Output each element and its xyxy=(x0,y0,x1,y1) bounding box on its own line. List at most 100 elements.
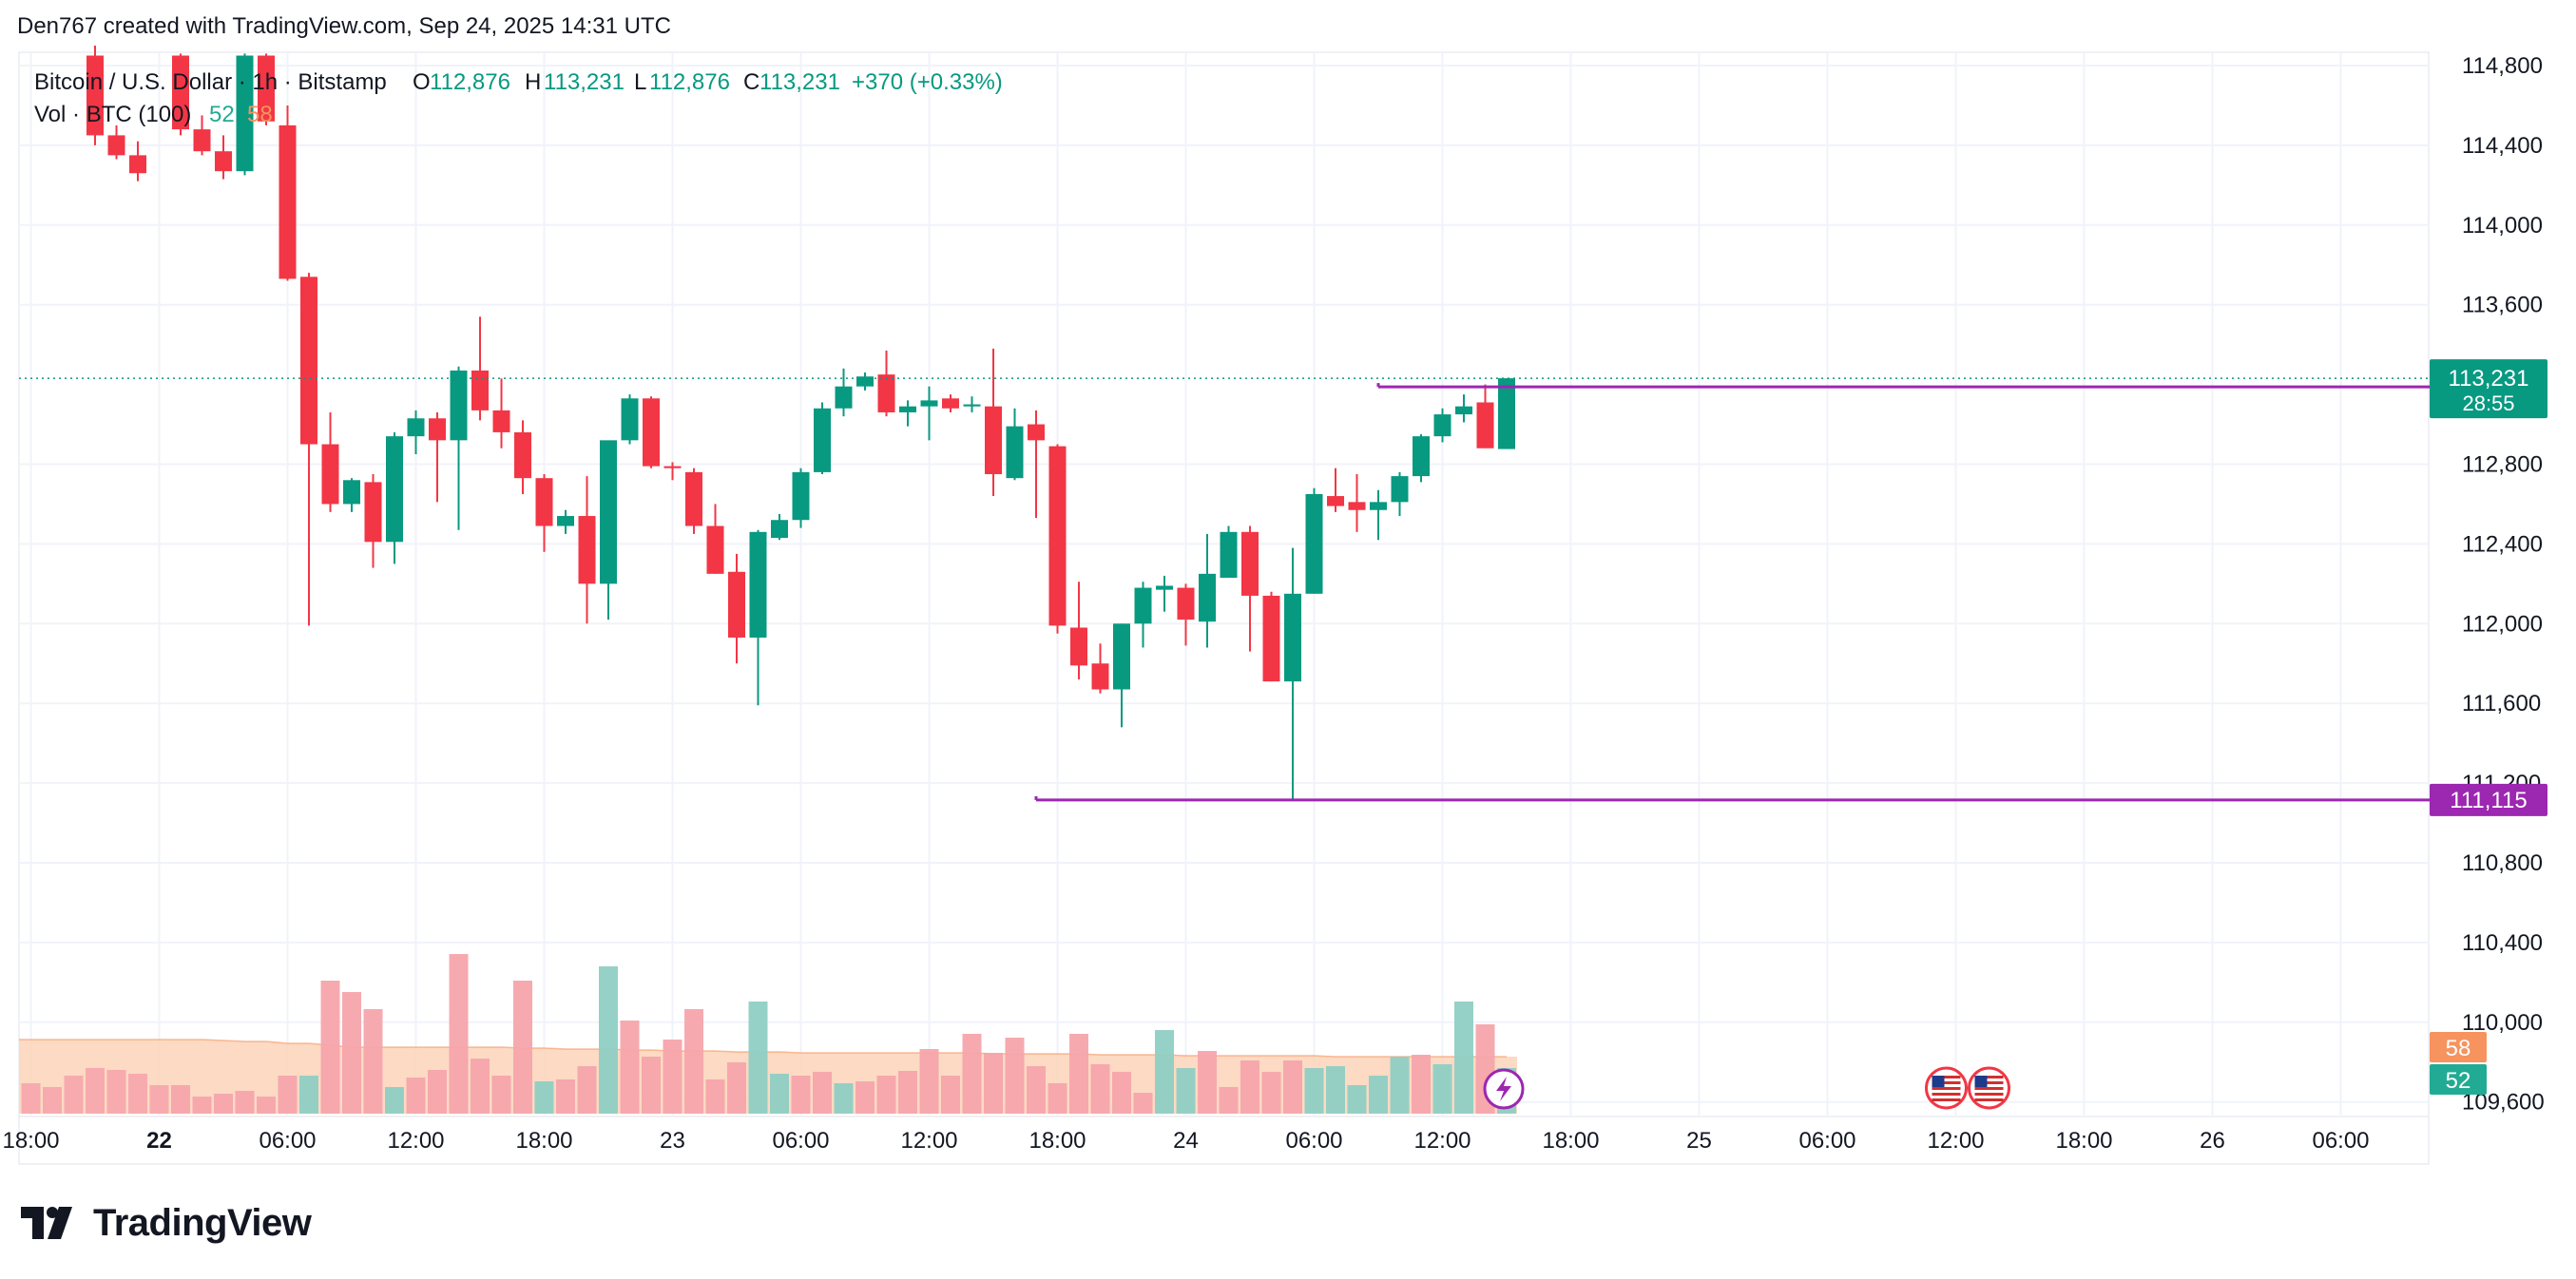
volume-bar xyxy=(1283,1060,1302,1114)
candle-body xyxy=(429,418,446,441)
tradingview-logo[interactable]: TradingView xyxy=(21,1201,312,1244)
volume-bar xyxy=(770,1074,789,1114)
volume-bar xyxy=(214,1094,233,1114)
candle-body xyxy=(321,444,339,505)
price-tick-label: 114,800 xyxy=(2462,53,2543,79)
time-tick-label: 12:00 xyxy=(1927,1128,1984,1154)
time-tick-label: 06:00 xyxy=(1798,1128,1855,1154)
candle-body xyxy=(771,520,788,539)
volume-bar xyxy=(278,1076,298,1114)
volume-bar xyxy=(1112,1072,1131,1114)
volume-bar xyxy=(1347,1085,1367,1114)
legend-close-label: C xyxy=(743,69,759,95)
candle-body xyxy=(1006,426,1024,479)
price-axis[interactable]: 114,800 114,400 114,000 113,600 112,800 112,4… xyxy=(2430,53,2547,1116)
volume-bar xyxy=(43,1087,62,1114)
candle-body xyxy=(856,376,874,387)
time-tick-label: 06:00 xyxy=(2312,1128,2369,1154)
volume-bar xyxy=(556,1079,575,1114)
price-line-label-bg xyxy=(2430,783,2547,816)
legend-high-value: 113,231 xyxy=(544,69,625,95)
candle-body xyxy=(1028,424,1045,441)
candle-body xyxy=(920,400,938,407)
candle-body xyxy=(407,418,425,437)
candle-body xyxy=(621,398,639,441)
time-tick-label: 22 xyxy=(146,1128,172,1154)
candle-body xyxy=(792,471,810,521)
price-lines xyxy=(19,377,2430,802)
volume-value-label-bg xyxy=(2430,1032,2487,1062)
flag-stripe xyxy=(1974,1098,2004,1101)
candle-body xyxy=(236,55,254,172)
flag-stripe xyxy=(1932,1087,1961,1090)
volume-bar xyxy=(1369,1076,1388,1114)
volume-bar xyxy=(1454,1002,1473,1114)
candle-body xyxy=(1262,595,1280,682)
time-tick-label: 18:00 xyxy=(1542,1128,1599,1154)
time-tick-label: 24 xyxy=(1173,1128,1199,1154)
volume-bar xyxy=(128,1074,147,1114)
time-tick-label: 23 xyxy=(660,1128,685,1154)
volume-bar xyxy=(106,1070,126,1114)
volume-bar xyxy=(1198,1051,1217,1114)
tradingview-wordmark: TradingView xyxy=(93,1201,312,1244)
time-tick-label: 25 xyxy=(1686,1128,1712,1154)
candle-body xyxy=(877,374,895,412)
candle-body xyxy=(87,55,104,136)
volume-bar xyxy=(919,1049,939,1114)
candle-body xyxy=(728,571,745,638)
flag-canton xyxy=(1932,1076,1945,1087)
bar-countdown-label: 28:55 xyxy=(2462,391,2514,415)
volume-bar xyxy=(428,1070,447,1114)
us-flag-icon[interactable] xyxy=(1925,1066,1968,1110)
volume-bar xyxy=(513,981,532,1114)
volume-bar xyxy=(620,1021,640,1114)
volume-bar xyxy=(1133,1093,1153,1114)
event-markers[interactable] xyxy=(1483,1066,2010,1110)
candle-body xyxy=(706,525,724,574)
flag-stripe xyxy=(1932,1098,1961,1101)
candle-body xyxy=(663,466,682,468)
candle-body xyxy=(1476,402,1494,449)
time-tick-label: 18:00 xyxy=(515,1128,572,1154)
candle-body xyxy=(1305,493,1323,594)
candle-body xyxy=(535,478,553,526)
candle-body xyxy=(1048,446,1067,626)
time-tick-label: 06:00 xyxy=(1285,1128,1342,1154)
candle-body xyxy=(1370,502,1387,510)
candle-body xyxy=(899,406,916,412)
volume-bar xyxy=(534,1081,554,1114)
us-flag-icon[interactable] xyxy=(1968,1066,2010,1110)
volume-bar xyxy=(1027,1066,1046,1114)
candle-body xyxy=(129,155,146,174)
volume-bar xyxy=(962,1034,982,1114)
volume-bar xyxy=(171,1085,190,1114)
volume-bar xyxy=(705,1079,725,1114)
legend: Bitcoin / U.S. Dollar · 1h · Bitstamp O … xyxy=(34,69,1003,127)
legend-open-value: 112,876 xyxy=(430,69,510,95)
candle-body xyxy=(1220,531,1238,579)
candle-body xyxy=(215,151,232,172)
candle-body xyxy=(258,55,275,122)
legend-low-label: L xyxy=(634,69,646,95)
volume-bar xyxy=(813,1072,832,1114)
volume-bar xyxy=(86,1068,105,1114)
time-axis[interactable]: 18:00 22 06:00 12:00 18:00 23 06:00 12:00 18:00 2… xyxy=(2,1128,2369,1154)
volume-bar xyxy=(791,1076,811,1114)
flag-stripe xyxy=(1974,1081,2004,1084)
candle-body xyxy=(1284,593,1301,682)
legend-volume-ma-value: 58 xyxy=(247,102,273,127)
candle-body xyxy=(172,55,189,130)
flag-stripe xyxy=(1932,1093,1961,1096)
candle-body xyxy=(1134,587,1152,624)
legend-volume-label: Vol · BTC (100) xyxy=(34,102,191,127)
volume-bar xyxy=(1304,1068,1324,1114)
price-tick-label: 112,000 xyxy=(2462,611,2543,637)
candle-body xyxy=(1433,414,1451,437)
time-tick-label: 12:00 xyxy=(900,1128,957,1154)
candle-body xyxy=(1348,502,1366,510)
volume-bar xyxy=(984,1053,1003,1114)
volume-bar xyxy=(1090,1064,1110,1114)
volume-bar xyxy=(1412,1055,1431,1114)
